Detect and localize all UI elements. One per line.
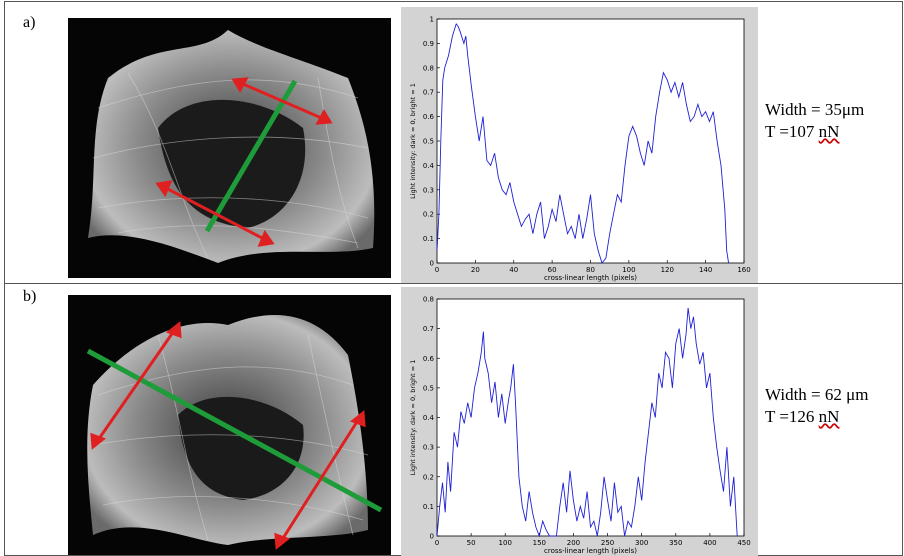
x-axis-label: cross-linear length (pixels) (544, 274, 637, 282)
arrow-lower (161, 184, 267, 242)
panel-a: a) (4, 1, 903, 284)
y-tick-label: 0.4 (423, 414, 435, 422)
y-tick-label: 0 (430, 533, 434, 541)
x-tick-label: 50 (467, 539, 476, 547)
plot-area (436, 298, 745, 537)
x-tick-label: 100 (622, 266, 635, 274)
y-axis-label: Light intensity: dark = 0, bright = 1 (409, 360, 417, 476)
x-tick-label: 300 (635, 539, 648, 547)
chart-a: 0 20 40 60 80 100 120 140 160 0 0.1 0.2 0.3 0.4 0.5 0.6… (409, 16, 751, 283)
x-tick-label: 40 (509, 266, 518, 274)
y-tick-label: 0.6 (423, 355, 435, 363)
nucleus (158, 99, 306, 229)
plot-area (436, 18, 745, 264)
y-axis-label: Light intensity: dark = 0, bright = 1 (409, 83, 417, 199)
intensity-trace (436, 307, 738, 538)
measurements-a: Width = 35μm T =107 nN (765, 99, 864, 143)
y-tick-label: 0.6 (423, 113, 435, 121)
y-tick-label: 0 (430, 260, 434, 268)
x-tick-label: 250 (601, 539, 614, 547)
cell-image (86, 315, 383, 550)
y-tick-label: 0.2 (423, 211, 434, 219)
y-tick-label: 0.4 (423, 162, 435, 170)
panel-label: b) (23, 288, 37, 305)
y-tick-label: 0.2 (423, 473, 434, 481)
x-axis-label: cross-linear length (pixels) (544, 547, 637, 555)
y-tick-label: 0.3 (423, 186, 434, 194)
cell-image (88, 30, 375, 263)
intensity-plot-b: 0 50 100 150 200 250 300 350 400 450 0 0.1 0.2 0.3 0.4… (401, 287, 758, 556)
y-tick-label: 0.3 (423, 444, 434, 452)
chart-b: 0 50 100 150 200 250 300 350 400 450 0 0.1 0.2 0.3 0.4… (409, 296, 751, 556)
tension-unit: nN (818, 407, 840, 426)
x-tick-label: 400 (703, 539, 716, 547)
y-tick-label: 0.5 (423, 138, 434, 146)
cell-micrograph (68, 18, 391, 278)
x-tick-label: 20 (471, 266, 480, 274)
tension-value: T =107 nN (765, 121, 864, 143)
y-tick-label: 0.5 (423, 384, 434, 392)
intensity-plot-a: 0 20 40 60 80 100 120 140 160 0 0.1 0.2 0.3 0.4 0.5 0.6… (401, 7, 758, 283)
arrow-left (94, 327, 178, 444)
nucleus (178, 396, 304, 500)
x-tick-label: 80 (586, 266, 595, 274)
width-value: Width = 35μm (765, 100, 865, 119)
width-value: Width = 62 μm (765, 385, 869, 404)
x-tick-label: 160 (737, 266, 750, 274)
x-tick-label: 120 (661, 266, 674, 274)
scan-line (204, 79, 298, 233)
tension-unit: nN (818, 122, 840, 141)
tension-number: T =126 (765, 407, 819, 426)
y-tick-label: 1 (430, 16, 434, 24)
panel-label: a) (23, 14, 36, 31)
y-tick-label: 0.1 (423, 235, 434, 243)
y-tick-label: 0.7 (423, 89, 434, 97)
y-tick-label: 0.7 (423, 325, 434, 333)
tension-number: T =107 (765, 122, 819, 141)
x-tick-label: 60 (548, 266, 557, 274)
x-tick-label: 0 (435, 266, 439, 274)
y-tick-label: 0.8 (423, 64, 434, 72)
x-tick-label: 0 (435, 539, 439, 547)
x-tick-label: 450 (737, 539, 750, 547)
y-tick-label: 0.8 (423, 296, 434, 304)
x-tick-label: 100 (499, 539, 512, 547)
x-tick-label: 140 (699, 266, 712, 274)
arrow-upper (235, 79, 327, 122)
panel-b: b) (4, 283, 903, 556)
cell-micrograph (68, 295, 391, 555)
y-tick-label: 0.9 (423, 40, 434, 48)
x-tick-label: 200 (567, 539, 580, 547)
arrow-right (278, 416, 362, 544)
x-tick-label: 350 (669, 539, 682, 547)
tension-value: T =126 nN (765, 406, 869, 428)
x-tick-label: 150 (533, 539, 546, 547)
intensity-trace (436, 22, 730, 264)
measurements-b: Width = 62 μm T =126 nN (765, 384, 869, 428)
y-tick-label: 0.1 (423, 503, 434, 511)
scan-line (86, 348, 383, 513)
